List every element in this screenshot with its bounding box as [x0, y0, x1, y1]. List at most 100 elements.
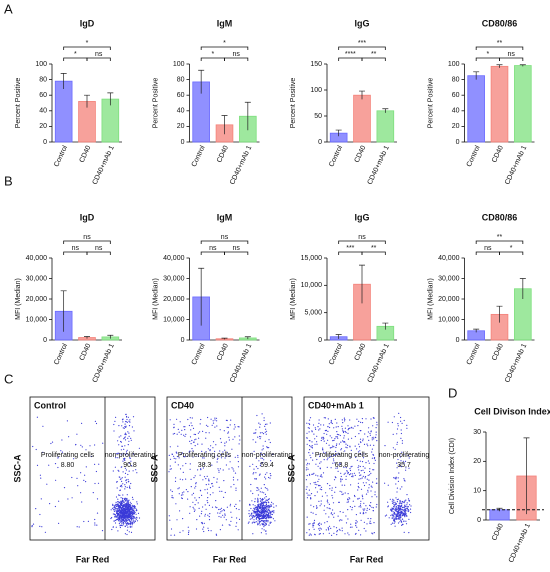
panel-label: D — [448, 385, 457, 400]
event-dot — [326, 495, 328, 497]
event-dot — [113, 520, 115, 522]
event-dot — [171, 495, 173, 497]
event-dot — [308, 463, 310, 465]
event-dot — [87, 520, 89, 523]
event-dot — [128, 523, 130, 525]
event-dot — [307, 494, 309, 496]
event-dot — [403, 531, 405, 534]
event-dot — [131, 426, 133, 428]
significance-label: *** — [358, 40, 366, 47]
event-dot — [260, 501, 262, 503]
event-dot — [232, 479, 235, 481]
event-dot — [253, 510, 255, 513]
event-dot — [130, 460, 132, 462]
event-dot — [397, 423, 399, 425]
event-dot — [261, 432, 263, 434]
event-dot — [371, 496, 373, 498]
event-dot — [211, 483, 213, 485]
event-dot — [133, 430, 135, 432]
event-dot — [67, 498, 69, 500]
event-dot — [322, 438, 324, 440]
event-dot — [309, 423, 311, 426]
event-dot — [333, 439, 335, 441]
event-dot — [353, 472, 355, 474]
significance-label: * — [211, 51, 214, 58]
event-dot — [261, 512, 263, 514]
event-dot — [227, 431, 230, 433]
event-dot — [360, 503, 362, 505]
event-dot — [333, 532, 335, 535]
event-dot — [203, 476, 206, 478]
event-dot — [305, 488, 307, 490]
event-dot — [127, 478, 129, 481]
event-dot — [221, 524, 224, 526]
event-dot — [254, 501, 256, 503]
event-dot — [265, 518, 267, 520]
event-dot — [315, 505, 318, 507]
event-dot — [358, 465, 360, 467]
event-dot — [366, 507, 368, 509]
event-dot — [233, 428, 235, 430]
event-dot — [345, 446, 347, 448]
y-tick-label: 60 — [177, 92, 185, 99]
event-dot — [223, 430, 225, 432]
event-dot — [318, 533, 320, 535]
event-dot — [126, 529, 128, 531]
event-dot — [199, 431, 201, 433]
event-dot — [110, 517, 112, 520]
event-dot — [345, 522, 348, 524]
event-dot — [410, 505, 412, 507]
event-dot — [404, 505, 406, 507]
event-dot — [122, 518, 125, 520]
event-dot — [341, 484, 343, 486]
event-dot — [350, 427, 352, 429]
event-dot — [335, 426, 337, 428]
event-dot — [351, 509, 353, 511]
event-dot — [266, 514, 268, 516]
event-dot — [192, 506, 194, 508]
significance-bracket — [338, 46, 386, 50]
event-dot — [225, 455, 227, 457]
event-dot — [271, 513, 273, 516]
event-dot — [350, 466, 352, 468]
event-dot — [360, 506, 362, 508]
bar — [54, 80, 73, 143]
event-dot — [390, 508, 392, 510]
event-dot — [94, 420, 96, 422]
event-dot — [323, 509, 325, 511]
event-dot — [310, 493, 313, 495]
event-dot — [397, 498, 399, 500]
event-dot — [340, 441, 342, 443]
event-dot — [402, 460, 404, 462]
event-dot — [120, 504, 122, 506]
event-dot — [335, 486, 337, 488]
event-dot — [127, 502, 129, 504]
event-dot — [265, 530, 267, 533]
event-dot — [334, 462, 336, 464]
event-dot — [128, 440, 130, 442]
event-dot — [312, 452, 314, 454]
event-dot — [399, 518, 401, 520]
event-dot — [120, 500, 122, 502]
error-bar — [496, 64, 503, 68]
event-dot — [124, 510, 127, 512]
error-bar — [519, 278, 526, 299]
event-dot — [216, 425, 218, 427]
event-dot — [192, 450, 194, 452]
event-dot — [138, 517, 141, 519]
event-dot — [122, 427, 124, 429]
event-dot — [371, 506, 373, 508]
event-dot — [367, 436, 369, 438]
event-dot — [215, 444, 217, 446]
event-dot — [312, 424, 315, 426]
event-dot — [122, 517, 124, 519]
event-dot — [264, 440, 266, 442]
event-dot — [317, 465, 319, 467]
event-dot — [230, 486, 232, 488]
event-dot — [124, 436, 126, 438]
event-dot — [40, 498, 42, 500]
event-dot — [335, 450, 337, 452]
event-dot — [119, 501, 121, 504]
event-dot — [350, 449, 352, 451]
